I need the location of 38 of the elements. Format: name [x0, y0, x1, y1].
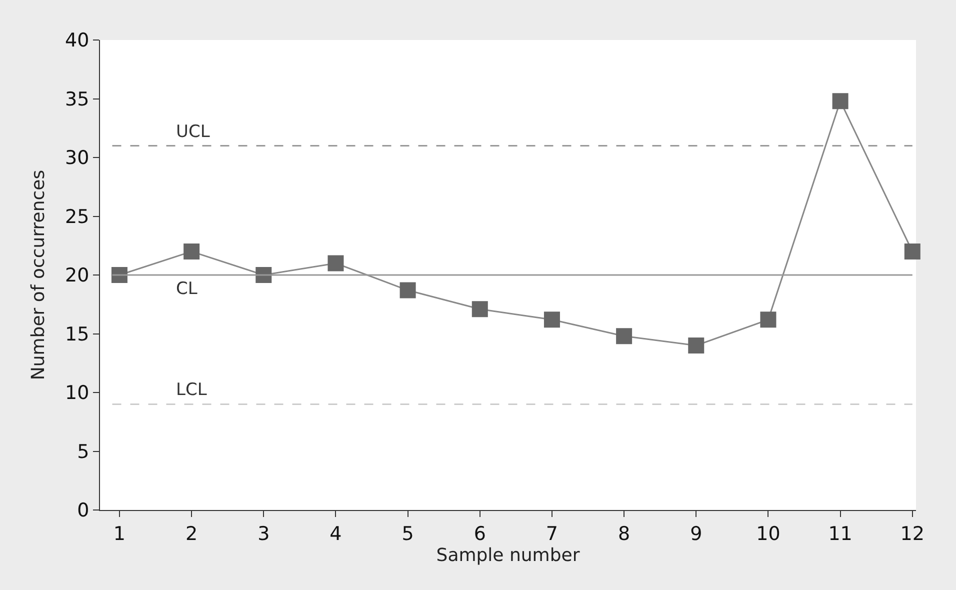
y-tick-label: 15	[65, 323, 90, 346]
point	[400, 282, 416, 298]
y-tick-label: 25	[65, 206, 90, 228]
point	[544, 312, 560, 328]
y-tick-label: 40	[65, 30, 90, 52]
x-tick-label: 6	[474, 522, 486, 545]
point	[616, 328, 632, 344]
x-tick-label: 3	[258, 522, 270, 545]
x-tick-label: 7	[546, 522, 558, 545]
y-tick-label: 10	[65, 382, 90, 404]
x-tick-label: 11	[828, 522, 852, 545]
y-tick-label: 35	[65, 88, 90, 110]
y-tick-label: 0	[77, 500, 90, 522]
x-tick-label: 9	[690, 522, 702, 545]
point	[256, 267, 272, 283]
ref-line-label: UCL	[176, 122, 210, 142]
y-tick-label: 30	[65, 147, 90, 170]
point	[904, 244, 920, 260]
x-tick-label: 8	[618, 522, 630, 545]
point	[832, 93, 848, 110]
y-axis-title: Number of occurrences	[28, 170, 50, 380]
x-tick-label: 10	[756, 522, 780, 545]
x-tick-label: 2	[186, 522, 198, 545]
ref-line-label: LCL	[176, 380, 208, 400]
point	[688, 338, 704, 354]
point	[184, 244, 200, 260]
x-tick-label: 12	[900, 522, 924, 545]
point	[760, 312, 776, 328]
point	[328, 255, 344, 272]
x-tick-label: 1	[113, 522, 126, 545]
point	[111, 267, 128, 283]
x-tick-label: 4	[330, 522, 342, 545]
y-tick-label: 5	[77, 440, 90, 463]
y-tick-label: 20	[65, 264, 90, 287]
ref-line-label: CL	[176, 279, 198, 299]
x-axis-title: Sample number	[436, 544, 580, 566]
x-tick-label: 5	[402, 522, 414, 545]
point	[472, 301, 488, 318]
